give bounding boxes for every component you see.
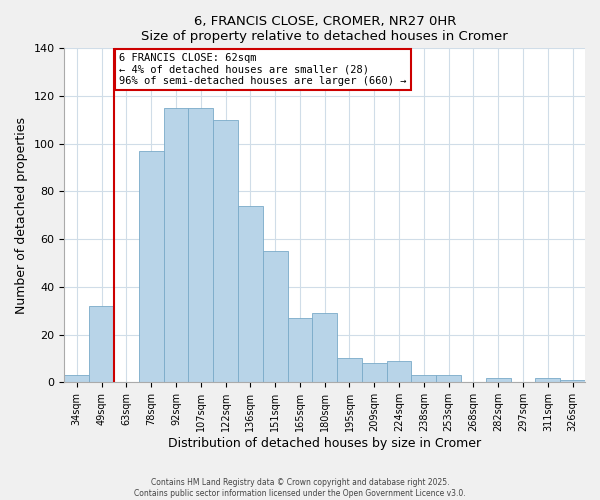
Bar (412, 375, 436, 382)
Bar (535, 378, 560, 382)
Text: Contains HM Land Registry data © Crown copyright and database right 2025.
Contai: Contains HM Land Registry data © Crown c… (134, 478, 466, 498)
Bar (188, 108, 213, 382)
Bar (337, 358, 362, 382)
Bar (386, 361, 412, 382)
Bar (287, 318, 313, 382)
Bar (238, 206, 263, 382)
Y-axis label: Number of detached properties: Number of detached properties (15, 117, 28, 314)
Bar (313, 313, 337, 382)
Bar (362, 364, 386, 382)
Bar (560, 380, 585, 382)
Title: 6, FRANCIS CLOSE, CROMER, NR27 0HR
Size of property relative to detached houses : 6, FRANCIS CLOSE, CROMER, NR27 0HR Size … (142, 15, 508, 43)
X-axis label: Distribution of detached houses by size in Cromer: Distribution of detached houses by size … (168, 437, 481, 450)
Bar (164, 108, 188, 382)
Bar (486, 378, 511, 382)
Bar (64, 375, 89, 382)
Bar (139, 151, 164, 382)
Bar (89, 306, 114, 382)
Bar (436, 375, 461, 382)
Bar (263, 251, 287, 382)
Text: 6 FRANCIS CLOSE: 62sqm
← 4% of detached houses are smaller (28)
96% of semi-deta: 6 FRANCIS CLOSE: 62sqm ← 4% of detached … (119, 53, 406, 86)
Bar (213, 120, 238, 382)
